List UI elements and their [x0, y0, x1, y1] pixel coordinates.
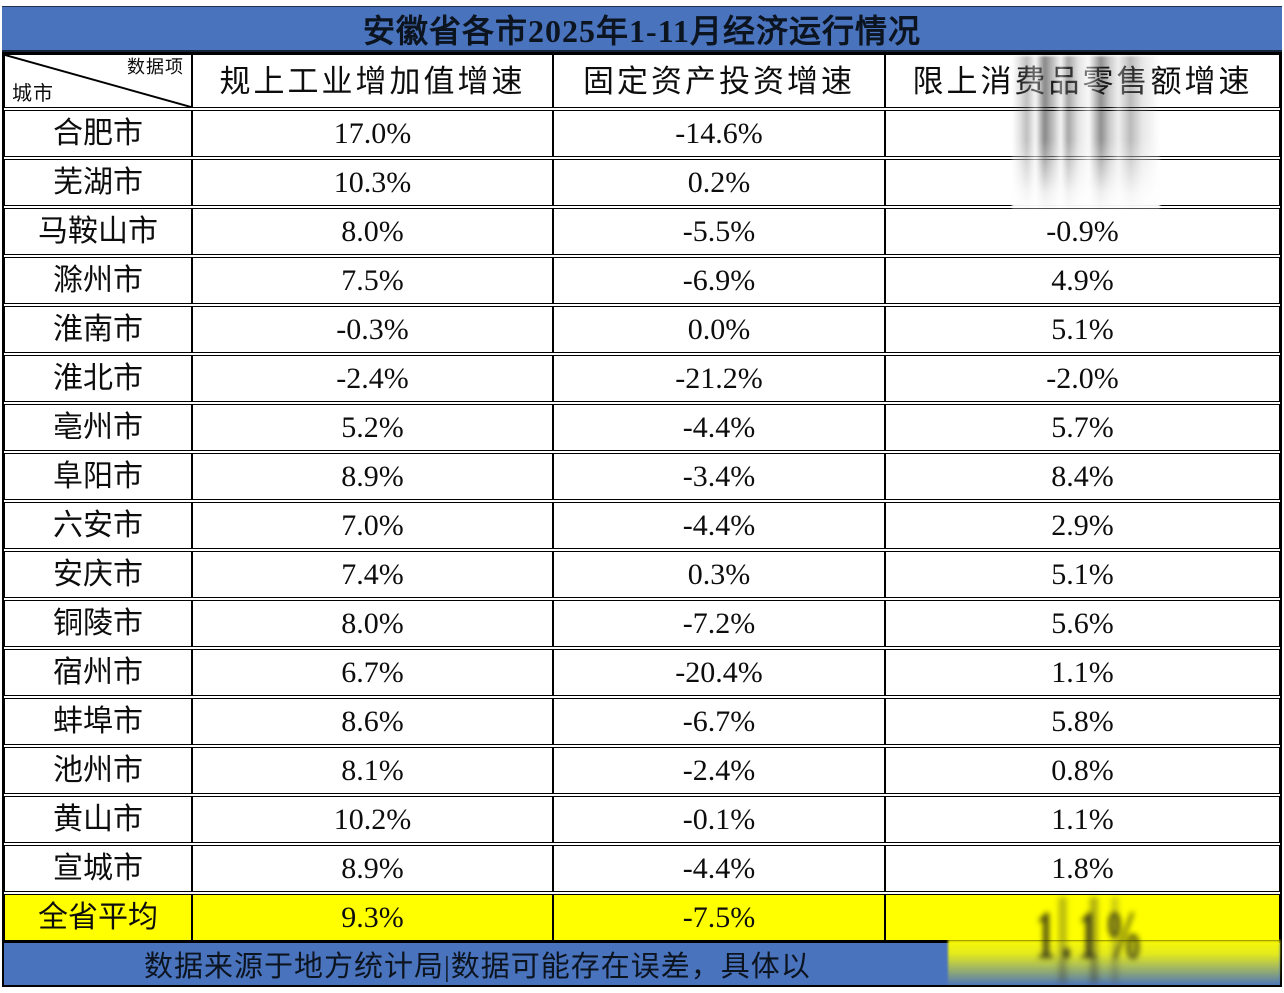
table-row: 阜阳市 8.9% -3.4% 8.4%	[4, 453, 1280, 500]
average-row: 全省平均 9.3% -7.5%	[4, 894, 1280, 941]
value-cell: -14.6%	[553, 110, 885, 157]
value-cell: 9.3%	[192, 894, 553, 941]
table-row: 安庆市 7.4% 0.3% 5.1%	[4, 551, 1280, 598]
city-cell: 黄山市	[4, 796, 192, 843]
value-cell: 0.3%	[553, 551, 885, 598]
value-cell	[885, 894, 1280, 941]
city-cell: 滁州市	[4, 257, 192, 304]
value-cell: 1.8%	[885, 845, 1280, 892]
corner-label-city: 城市	[12, 83, 54, 105]
city-cell: 阜阳市	[4, 453, 192, 500]
diagonal-divider-line	[5, 55, 191, 107]
table-row: 淮南市 -0.3% 0.0% 5.1%	[4, 306, 1280, 353]
table-row: 六安市 7.0% -4.4% 2.9%	[4, 502, 1280, 549]
value-cell: 0.0%	[553, 306, 885, 353]
city-cell: 蚌埠市	[4, 698, 192, 745]
value-cell: 8.6%	[192, 698, 553, 745]
value-cell: -21.2%	[553, 355, 885, 402]
value-cell: -7.2%	[553, 600, 885, 647]
value-cell: -6.7%	[553, 698, 885, 745]
value-cell: 0.2%	[553, 159, 885, 206]
value-cell: 5.2%	[192, 404, 553, 451]
city-cell: 宣城市	[4, 845, 192, 892]
value-cell: 8.1%	[192, 747, 553, 794]
value-cell: 5.6%	[885, 600, 1280, 647]
value-cell: -0.9%	[885, 208, 1280, 255]
city-cell: 六安市	[4, 502, 192, 549]
column-header-investment: 固定资产投资增速	[553, 54, 885, 108]
value-cell: 7.4%	[192, 551, 553, 598]
value-cell: -2.0%	[885, 355, 1280, 402]
value-cell: 8.0%	[192, 600, 553, 647]
value-cell: 8.9%	[192, 453, 553, 500]
value-cell: -0.1%	[553, 796, 885, 843]
table-row: 池州市 8.1% -2.4% 0.8%	[4, 747, 1280, 794]
value-cell: -4.4%	[553, 404, 885, 451]
value-cell: 7.0%	[192, 502, 553, 549]
city-cell: 铜陵市	[4, 600, 192, 647]
table-row: 铜陵市 8.0% -7.2% 5.6%	[4, 600, 1280, 647]
value-cell: 8.4%	[885, 453, 1280, 500]
city-cell: 合肥市	[4, 110, 192, 157]
city-cell: 池州市	[4, 747, 192, 794]
value-cell: -5.5%	[553, 208, 885, 255]
value-cell: -4.4%	[553, 845, 885, 892]
table-row: 芜湖市 10.3% 0.2%	[4, 159, 1280, 206]
table-row: 蚌埠市 8.6% -6.7% 5.8%	[4, 698, 1280, 745]
table-row: 亳州市 5.2% -4.4% 5.7%	[4, 404, 1280, 451]
value-cell: -0.3%	[192, 306, 553, 353]
average-label-cell: 全省平均	[4, 894, 192, 941]
value-cell: -20.4%	[553, 649, 885, 696]
value-cell: -2.4%	[192, 355, 553, 402]
value-cell: 8.9%	[192, 845, 553, 892]
table-row: 黄山市 10.2% -0.1% 1.1%	[4, 796, 1280, 843]
value-cell: 0.8%	[885, 747, 1280, 794]
value-cell: 5.1%	[885, 551, 1280, 598]
value-cell: 1.1%	[885, 796, 1280, 843]
city-cell: 亳州市	[4, 404, 192, 451]
city-cell: 安庆市	[4, 551, 192, 598]
value-cell: 10.3%	[192, 159, 553, 206]
value-cell: 4.9%	[885, 257, 1280, 304]
smudge-digit-text: 1.1%	[1036, 898, 1150, 975]
value-cell: 7.5%	[192, 257, 553, 304]
city-cell: 马鞍山市	[4, 208, 192, 255]
value-cell: 10.2%	[192, 796, 553, 843]
city-cell: 宿州市	[4, 649, 192, 696]
value-cell: 1.1%	[885, 649, 1280, 696]
corner-cell: 数据项 城市	[4, 54, 192, 108]
city-cell: 淮南市	[4, 306, 192, 353]
value-cell: 6.7%	[192, 649, 553, 696]
column-header-industrial: 规上工业增加值增速	[192, 54, 553, 108]
table-row: 马鞍山市 8.0% -5.5% -0.9%	[4, 208, 1280, 255]
value-cell: -7.5%	[553, 894, 885, 941]
value-cell: -3.4%	[553, 453, 885, 500]
value-cell: 2.9%	[885, 502, 1280, 549]
table-row: 滁州市 7.5% -6.9% 4.9%	[4, 257, 1280, 304]
page-title: 安徽省各市2025年1-11月经济运行情况	[2, 6, 1282, 52]
value-cell: -6.9%	[553, 257, 885, 304]
smudge-overlay-bottom	[948, 940, 1280, 986]
value-cell: -4.4%	[553, 502, 885, 549]
table-row: 宣城市 8.9% -4.4% 1.8%	[4, 845, 1280, 892]
table-row: 宿州市 6.7% -20.4% 1.1%	[4, 649, 1280, 696]
city-cell: 芜湖市	[4, 159, 192, 206]
value-cell: 17.0%	[192, 110, 553, 157]
smudge-overlay-top	[1012, 56, 1160, 208]
value-cell: 5.1%	[885, 306, 1280, 353]
value-cell: 5.7%	[885, 404, 1280, 451]
table-row: 淮北市 -2.4% -21.2% -2.0%	[4, 355, 1280, 402]
corner-label-data-item: 数据项	[127, 57, 184, 77]
value-cell: 8.0%	[192, 208, 553, 255]
value-cell: -2.4%	[553, 747, 885, 794]
value-cell: 5.8%	[885, 698, 1280, 745]
smudge-blurred-digits: 1.1%	[1036, 897, 1156, 983]
city-cell: 淮北市	[4, 355, 192, 402]
